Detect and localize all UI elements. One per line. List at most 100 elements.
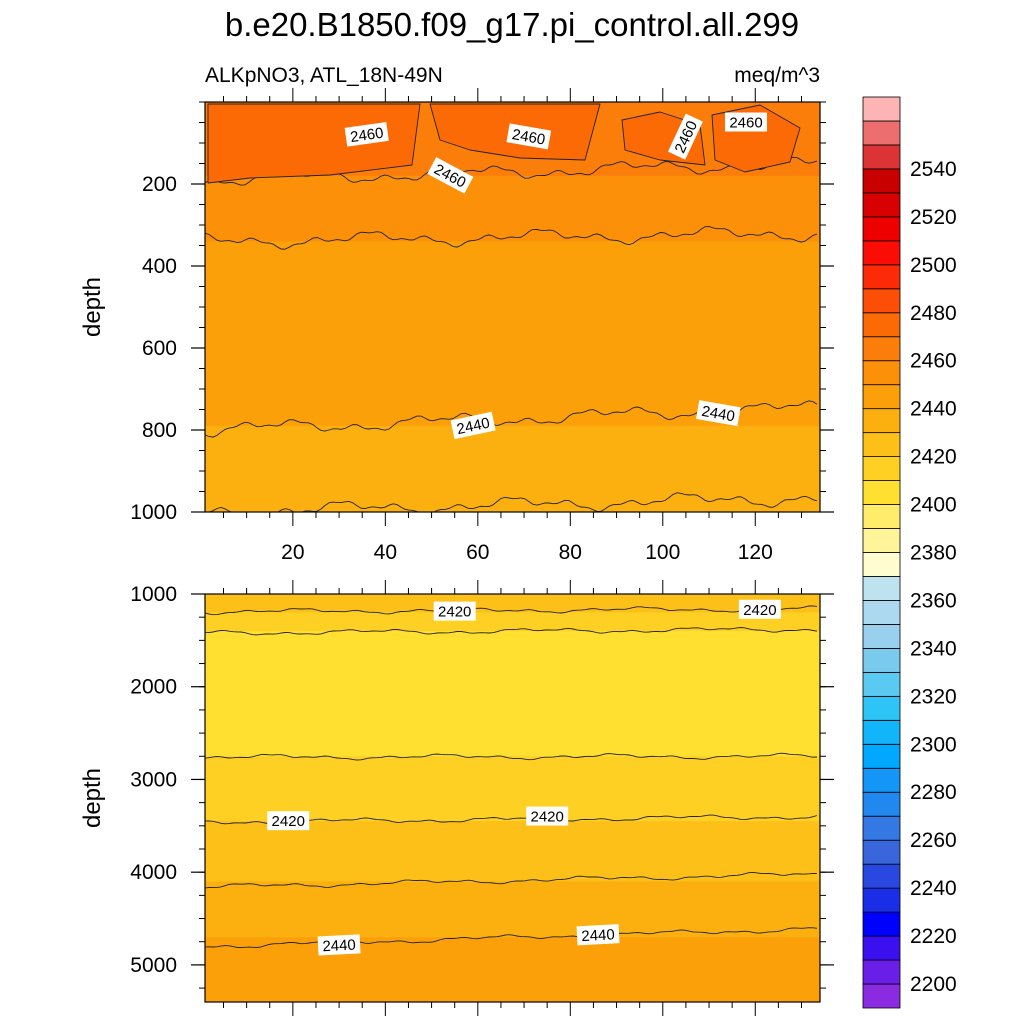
colorbar-swatch (862, 600, 901, 625)
colorbar-swatch (862, 576, 901, 601)
contour-fill-band (205, 631, 820, 758)
colorbar-swatch (862, 647, 901, 673)
x-tick-label: 80 (559, 541, 582, 564)
plot-area (205, 594, 820, 1002)
colorbar-label: 2340 (910, 637, 957, 660)
colorbar-swatch (862, 983, 901, 1009)
contour-label: 2460 (344, 121, 389, 147)
colorbar-label: 2440 (910, 398, 957, 421)
contour-label-box (450, 411, 496, 440)
colorbar-swatch (862, 312, 901, 338)
contour-label-text: 2420 (438, 604, 471, 621)
contour-fill-band (205, 821, 820, 883)
colorbar-swatch (862, 911, 901, 937)
contour-label-text: 2420 (743, 602, 776, 619)
contour-label-text: 2460 (511, 126, 547, 149)
contour-fill-band (205, 594, 820, 614)
contour-fill-band (205, 425, 820, 512)
colorbar: 2200 2220 2240 2260 2280 2300 2320 2340 2360 2380… (862, 96, 957, 1009)
x-tick-label: 60 (466, 541, 489, 564)
y-tick-label: 2000 (130, 676, 177, 699)
contour-fill-band (205, 241, 820, 427)
y-tick-label: 1000 (130, 583, 177, 606)
contour-label: 2420 (433, 601, 476, 621)
plot-frame (204, 593, 821, 1003)
colorbar-label: 2300 (910, 733, 957, 756)
colorbar-swatch (862, 528, 901, 553)
x-tick-label: 120 (738, 541, 773, 564)
colorbar-label: 2220 (910, 925, 957, 948)
y-tick-label: 600 (142, 337, 177, 360)
contour-label-box (526, 806, 569, 826)
contour-label-text: 2420 (530, 809, 563, 826)
contour-label-box (317, 934, 361, 956)
colorbar-swatch (862, 96, 901, 122)
contour-label-box (344, 121, 389, 147)
contour-label-text: 2440 (455, 415, 491, 439)
contour-fill-band (205, 175, 820, 243)
colorbar-swatch (862, 144, 901, 170)
x-tick-label: 100 (645, 541, 680, 564)
colorbar-swatch (862, 288, 901, 314)
contour-label: 2440 (317, 934, 361, 956)
colorbar-swatch (862, 240, 901, 266)
contour-label-text: 2420 (272, 813, 305, 830)
colorbar-swatch (862, 216, 901, 242)
colorbar-swatch (862, 192, 901, 218)
colorbar-swatch (862, 408, 901, 434)
x-tick-label: 40 (374, 541, 397, 564)
contour-label-box (667, 113, 703, 160)
colorbar-label: 2520 (910, 206, 957, 229)
colorbar-swatch (862, 552, 901, 577)
contour-label: 2420 (267, 811, 310, 831)
colorbar-swatch (862, 480, 901, 505)
colorbar-label: 2200 (910, 973, 957, 996)
x-tick-label: 20 (281, 541, 304, 564)
colorbar-swatch (862, 456, 901, 481)
colorbar-swatch (862, 432, 901, 458)
lower-panel: 2420 2420 2420 2420 2440 2440 1000 2000 3000 4000… (79, 580, 834, 1016)
contour-line (205, 605, 818, 616)
contour-line (205, 871, 818, 889)
contour-label-box (267, 811, 310, 831)
contour-fill-band (205, 612, 820, 633)
colorbar-swatch (862, 168, 901, 194)
colorbar-swatch (862, 671, 901, 697)
colorbar-swatch (862, 743, 901, 769)
contour-label: 2440 (696, 400, 741, 427)
contour-label: 2440 (576, 924, 620, 946)
colorbar-label: 2360 (910, 589, 957, 612)
contour-label: 2420 (738, 599, 781, 619)
colorbar-swatch (862, 504, 901, 529)
colorbar-label: 2540 (910, 158, 957, 181)
colorbar-swatch (862, 336, 901, 362)
contour-label-box (576, 924, 620, 946)
contour-label-text: 2440 (581, 926, 615, 945)
contour-fill-band (205, 881, 820, 939)
colorbar-label: 2260 (910, 829, 957, 852)
contour-label: 2460 (725, 112, 768, 132)
colorbar-swatch (862, 839, 901, 865)
colorbar-label: 2280 (910, 781, 957, 804)
contour-label: 2460 (506, 123, 552, 150)
contour-fill-band (205, 937, 820, 1002)
colorbar-swatch (862, 384, 901, 410)
colorbar-swatch (862, 863, 901, 889)
colorbar-label: 2500 (910, 254, 957, 277)
colorbar-label: 2420 (910, 446, 957, 469)
contour-fill-patch (207, 103, 421, 184)
contour-label-box (433, 601, 476, 621)
colorbar-label: 2380 (910, 542, 957, 565)
colorbar-swatch (862, 264, 901, 290)
colorbar-swatch (862, 935, 901, 961)
colorbar-swatch (862, 624, 901, 649)
contour-label-box (738, 599, 781, 619)
colorbar-swatch (862, 791, 901, 817)
colorbar-label: 2320 (910, 685, 957, 708)
contour-label-text: 2460 (729, 115, 762, 132)
colorbar-swatch (862, 120, 901, 146)
colorbar-swatch (862, 695, 901, 721)
y-axis-label: depth (79, 768, 106, 828)
